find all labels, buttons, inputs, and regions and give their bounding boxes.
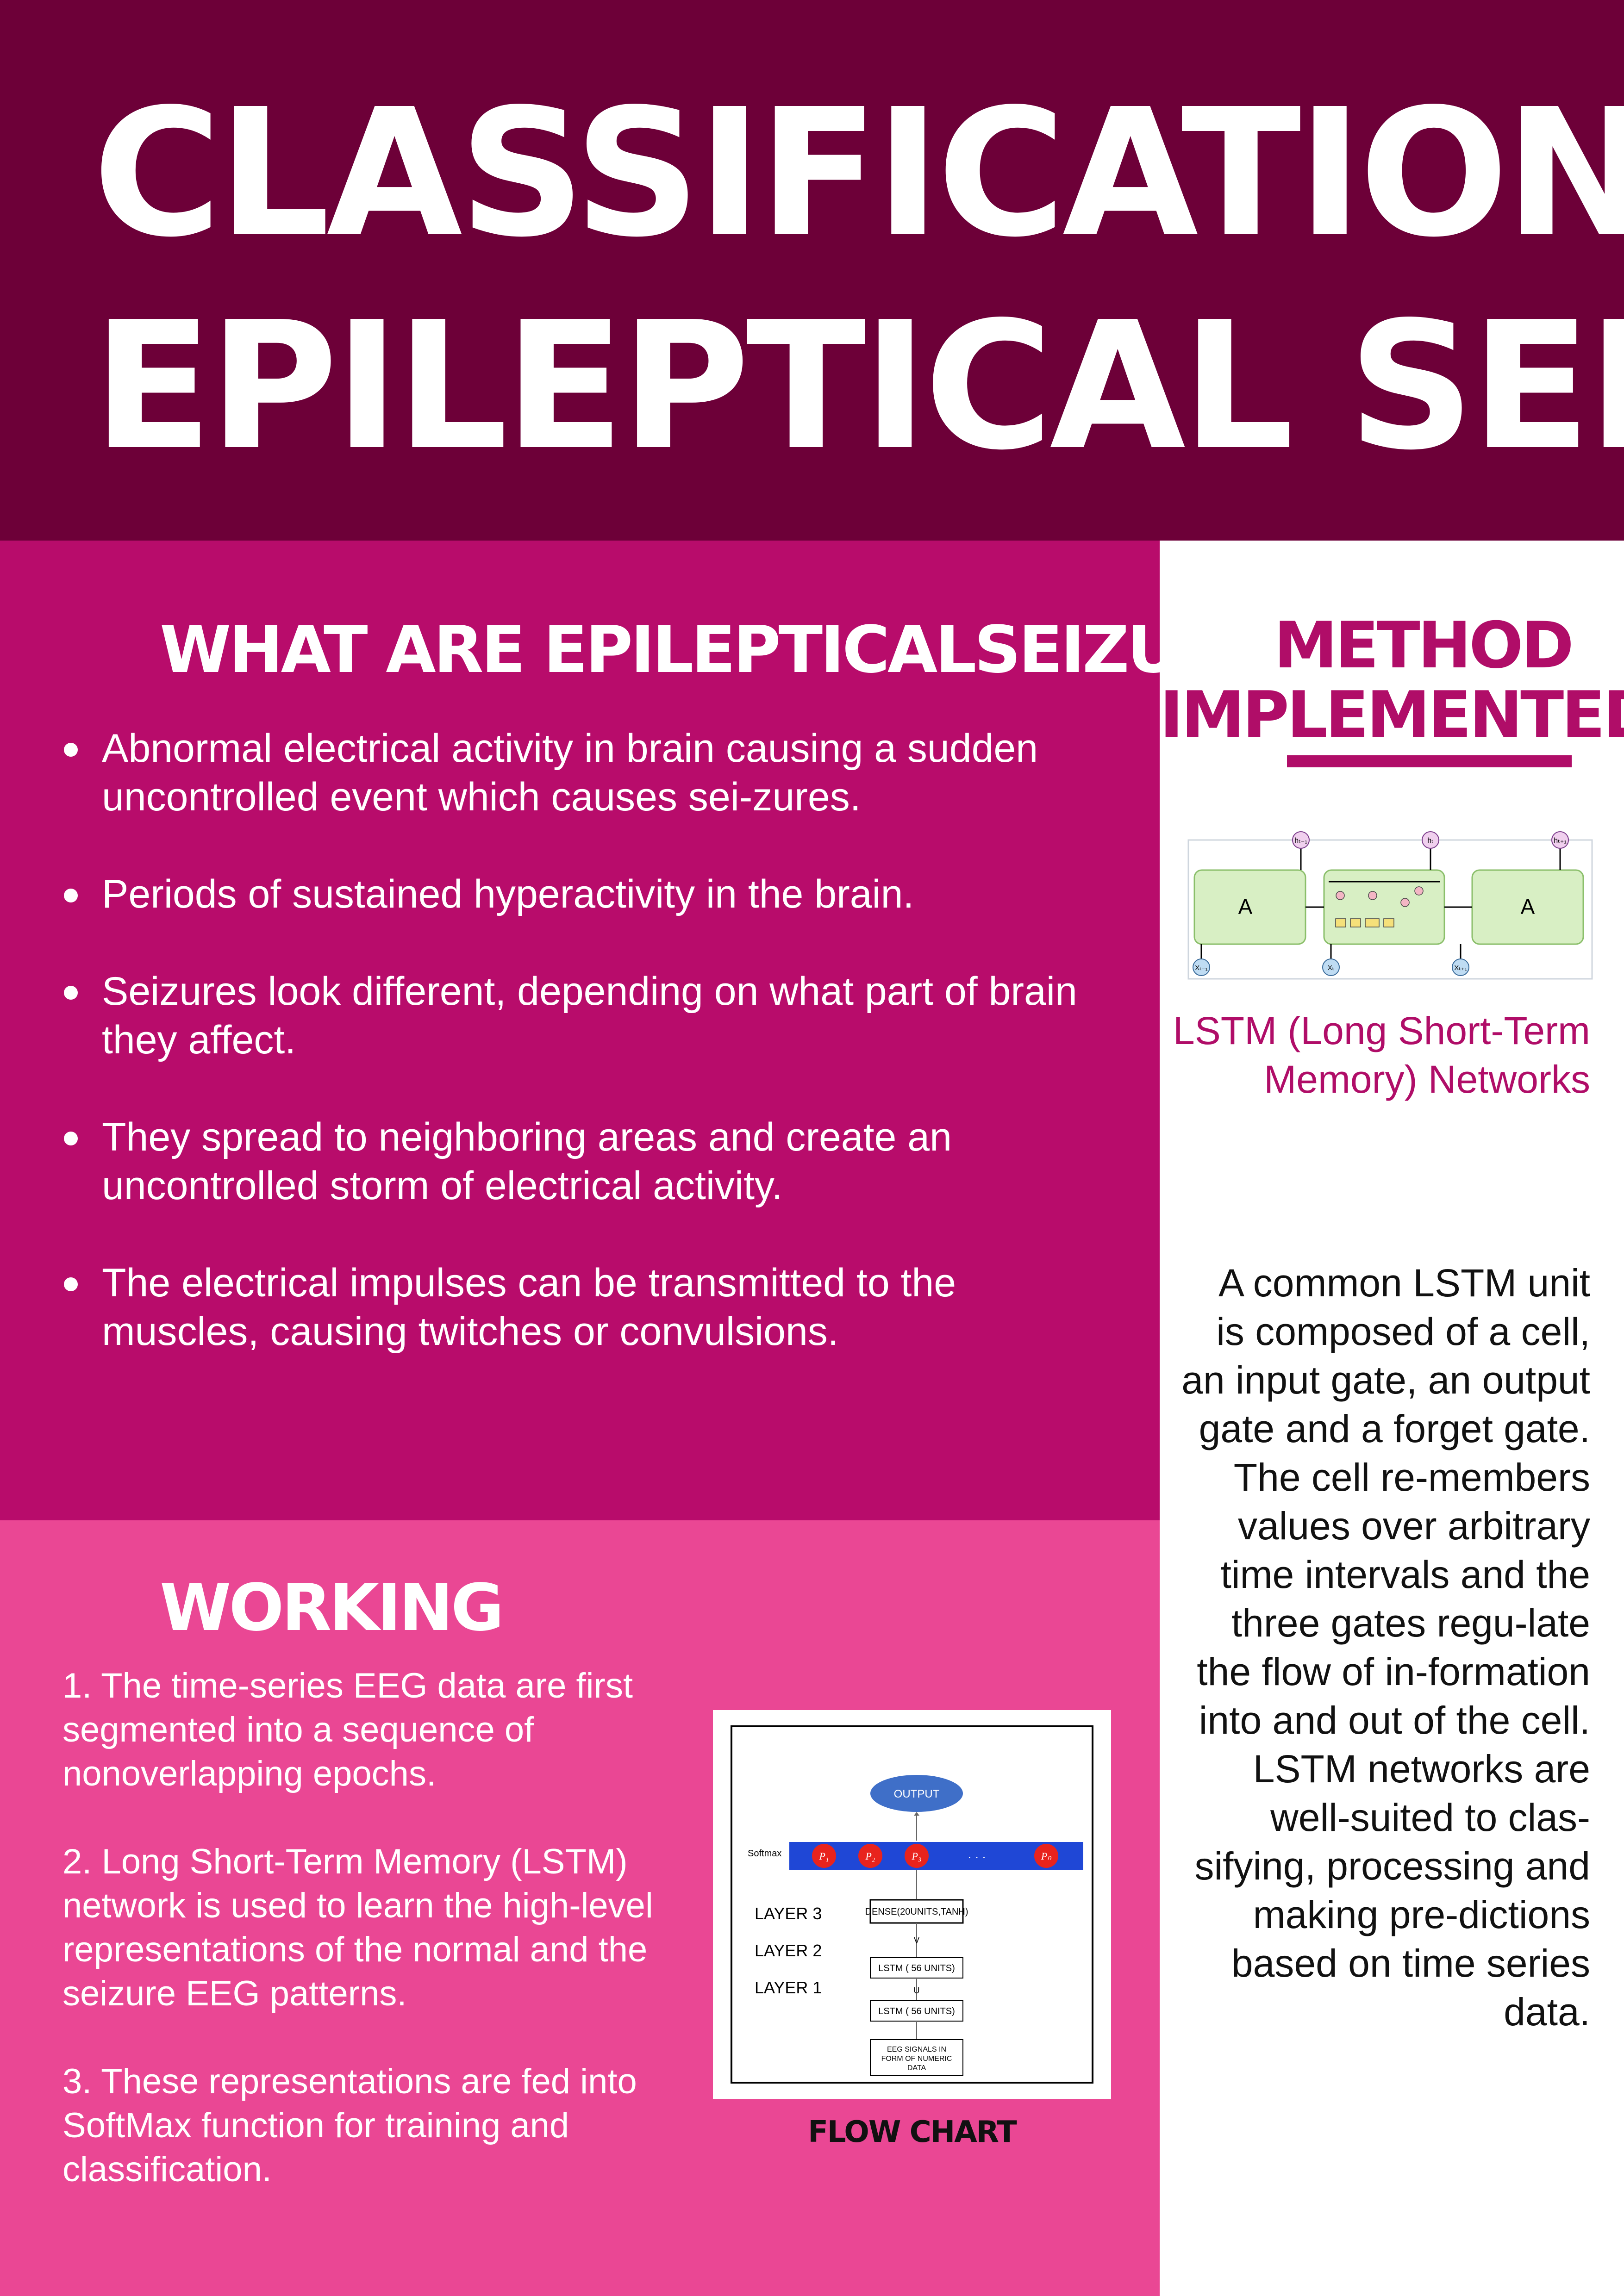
hidden-node-label: hₜ₊₁ [1554,837,1566,845]
flow-chart-image: OUTPUT Softmax P₁ P₂ P₃ . . . Pₙ LAYER 3… [713,1710,1111,2099]
pointwise-op [1368,891,1377,900]
lstm-layer1-box [870,2000,963,2022]
softmax-label: Softmax [748,1848,781,1859]
pointwise-op [1400,898,1410,907]
gate-box [1365,918,1380,927]
input-node [1322,958,1340,976]
page-title-line2: EPILEPTICAL SEIZURES [93,284,1624,489]
working-heading: WORKING [160,1570,504,1646]
arrow-label-u: U [914,1986,920,1995]
pointwise-op [1414,886,1424,896]
softmax-ellipsis: . . . [968,1847,986,1861]
bullet-item: Seizures look different, depending on wh… [60,967,1116,1064]
output-label: OUTPUT [894,1788,940,1800]
softmax-node [905,1844,929,1868]
input-node [1452,958,1469,976]
what-are-bullet-list: Abnormal electrical activity in brain ca… [60,724,1116,1405]
working-step: 3. These representations are fed into So… [62,2062,637,2189]
lstm-caption: LSTM (Long Short-Term Memory) Networks [1173,1009,1590,1101]
softmax-node [812,1844,836,1868]
lstm-layer2-box [870,1957,963,1979]
lstm-cell-label: A [1238,895,1253,919]
input-node-label: Xₜ₊₁ [1454,964,1467,972]
layer1-label: LAYER 1 [755,1978,822,1997]
gate-box [1335,918,1346,927]
eeg-input-label: DATA [907,2064,926,2072]
bullet-item: Periods of sustained hyperactivity in th… [60,870,1116,919]
hidden-node [1292,831,1310,849]
softmax-node-label: P₁ [818,1850,829,1862]
pointwise-op [1336,891,1345,900]
method-heading-line1: METHOD [1274,608,1574,683]
hidden-node-label: hₜ₋₁ [1294,837,1307,845]
hidden-node [1551,831,1569,849]
method-heading-line2: IMPLEMENTED [1160,678,1624,752]
input-node [1193,958,1210,976]
softmax-node-label: P₂ [865,1850,875,1862]
bullet-item: They spread to neighboring areas and cre… [60,1113,1116,1210]
softmax-node-label: P₃ [911,1850,921,1862]
working-step: 2. Long Short-Term Memory (LSTM) network… [62,1842,653,2013]
gate-box [1350,918,1361,927]
lstm-description: A common LSTM unit is composed of a cell… [1181,1261,1590,2034]
layer2-label: LAYER 2 [755,1941,822,1960]
softmax-node [858,1844,882,1868]
flow-chart-caption: FLOW CHART [808,2115,1017,2149]
working-step: 1. The time-series EEG data are first se… [62,1666,633,1793]
softmax-node-label: Pₙ [1041,1850,1051,1862]
lstm-layer1-label: LSTM ( 56 UNITS) [878,2006,955,2016]
page-title-line1: CLASSIFICATION OF [93,71,1624,276]
gate-box [1383,918,1394,927]
output-node [870,1775,963,1812]
flow-arrowhead [914,1812,919,1816]
working-steps: 1. The time-series EEG data are first se… [62,1664,711,2235]
eeg-input-box [870,2039,963,2076]
bullet-item: Abnormal electrical activity in brain ca… [60,724,1116,821]
lstm-layer2-label: LSTM ( 56 UNITS) [878,1963,955,1973]
title-banner [0,0,1624,541]
input-node-label: Xₜ [1328,964,1334,972]
hidden-node-label: hₜ [1427,837,1434,845]
eeg-input-label: FORM OF NUMERIC [881,2055,952,2063]
lstm-cell-label: A [1521,895,1535,919]
bullet-item: The electrical impulses can be transmitt… [60,1259,1116,1356]
input-node-label: Xₜ₋₁ [1195,964,1207,972]
lstm-diagram: A A hₜ₋₁ hₜ hₜ₊₁ Xₜ₋₁ Xₜ Xₜ₊₁ [1187,826,1595,983]
method-underline [1287,755,1572,767]
eeg-input-label: EEG SIGNALS IN [887,2046,946,2053]
hidden-node [1422,831,1439,849]
arrow-label-v: V [914,1936,919,1945]
method-heading: METHOD IMPLEMENTED [1160,608,1624,752]
what-are-heading: WHAT ARE EPILEPTICALSEIZURES? [160,612,1349,688]
layer3-label: LAYER 3 [755,1904,822,1923]
what-are-panel [0,541,1160,1520]
softmax-node [1034,1844,1058,1868]
dense-layer-label: DENSE(20UNITS,TANH) [865,1907,968,1917]
